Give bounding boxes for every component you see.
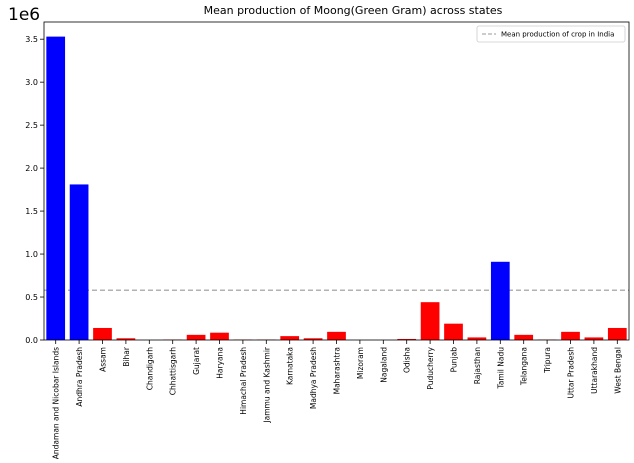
bar-assam <box>93 328 112 340</box>
chart-title: Mean production of Moong(Green Gram) acr… <box>204 4 503 17</box>
y-tick-label: 3.5 <box>25 35 38 44</box>
x-tick-label: Chhattisgarh <box>169 347 178 396</box>
bar-telangana <box>514 335 533 340</box>
x-tick-label: Jammu and Kashmir <box>262 346 271 423</box>
bars-group <box>46 37 626 340</box>
x-tick-label: Rajasthan <box>473 347 482 385</box>
y-tick-label: 0.5 <box>25 293 38 302</box>
x-tick-label: Punjab <box>450 347 459 373</box>
bar-puducherry <box>421 302 440 340</box>
x-tick-label: West Bengal <box>613 347 622 394</box>
x-tick-label: Karnataka <box>286 347 295 385</box>
axes-frame <box>44 22 629 340</box>
x-tick-label: Nagaland <box>379 347 388 383</box>
y-axis-scale-label: 1e6 <box>8 5 40 25</box>
x-tick-label: Uttar Pradesh <box>567 347 576 399</box>
x-tick-label: Chandigarh <box>145 347 154 390</box>
x-tick-label: Puducherry <box>426 346 435 389</box>
bar-andaman-and-nicobar-islands <box>46 37 65 340</box>
bar-haryana <box>210 333 229 340</box>
x-tick-label: Uttarakhand <box>590 347 599 394</box>
y-tick-label: 0.0 <box>25 336 38 345</box>
bar-maharashtra <box>327 332 346 340</box>
x-tick-label: Tamil Nadu <box>496 347 505 390</box>
bar-tamil-nadu <box>491 262 510 340</box>
x-tick-label: Haryana <box>216 347 225 379</box>
x-tick-label: Mizoram <box>356 347 365 379</box>
x-tick-label: Tripura <box>543 347 552 374</box>
x-tick-label: Gujarat <box>192 347 201 375</box>
plot-frame <box>44 22 629 340</box>
y-tick-label: 2.5 <box>25 121 38 130</box>
y-tick-label: 1.5 <box>25 207 38 216</box>
bar-andhra-pradesh <box>70 184 89 340</box>
x-tick-label: Andaman and Nicobar Islands <box>52 347 61 459</box>
x-tick-label: Himachal Pradesh <box>239 347 248 415</box>
x-tick-label: Telangana <box>520 347 529 386</box>
bar-punjab <box>444 324 463 340</box>
y-tick-label: 3.0 <box>25 78 38 87</box>
y-tick-label: 2.0 <box>25 164 38 173</box>
bar-uttar-pradesh <box>561 332 580 340</box>
x-tick-label: Assam <box>99 347 108 372</box>
bar-gujarat <box>187 335 206 340</box>
legend-label: Mean production of crop in India <box>501 31 614 39</box>
x-tick-label: Bihar <box>122 346 131 367</box>
axis-ticks: 0.0 0.5 1.0 1.5 2.0 2.5 3.0 3.5 Andaman and Nico… <box>25 35 622 459</box>
legend: Mean production of crop in India <box>477 26 625 42</box>
y-tick-label: 1.0 <box>25 250 38 259</box>
x-tick-label: Odisha <box>403 347 412 373</box>
x-tick-label: Maharashtra <box>333 347 342 394</box>
bar-west-bengal <box>608 328 627 340</box>
x-tick-label: Madhya Pradesh <box>309 347 318 409</box>
x-tick-label: Andhra Pradesh <box>75 347 84 407</box>
bar-karnataka <box>280 336 299 340</box>
